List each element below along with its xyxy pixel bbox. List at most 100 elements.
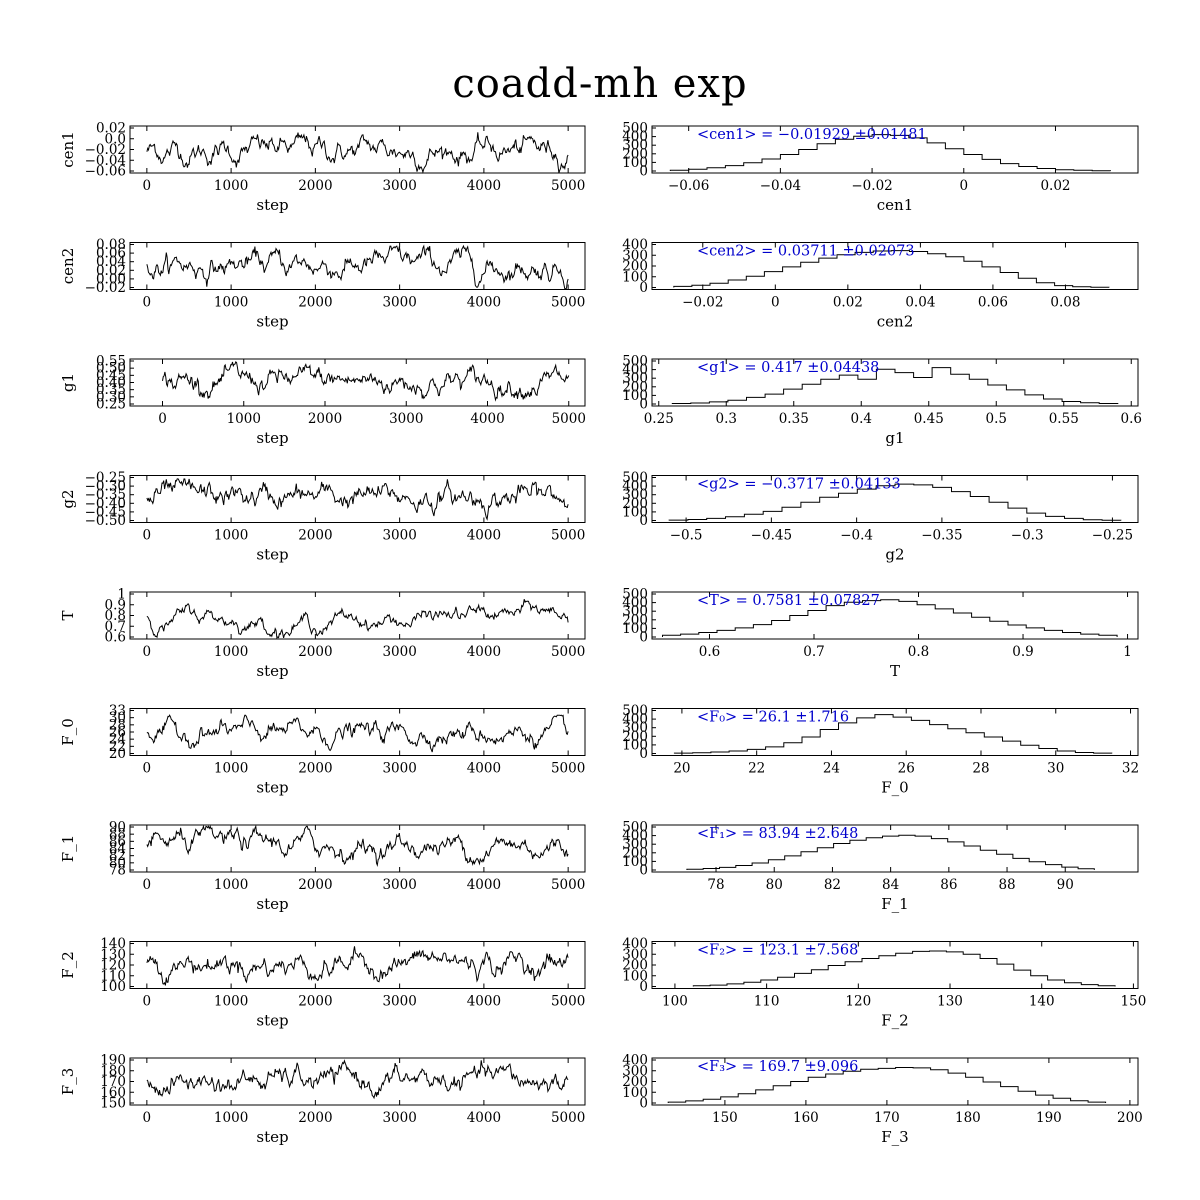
trace-line <box>146 244 569 290</box>
x-tick-label: 2000 <box>298 644 332 660</box>
y-tick-label: 200 <box>622 146 648 162</box>
x-axis-label: step <box>256 662 288 680</box>
y-tick-label: 300 <box>622 248 648 264</box>
x-tick-label: 78 <box>707 877 724 893</box>
x-tick-label: 0 <box>158 411 167 427</box>
panels: 0 1000 2000 3000 4000 50000.020.0−0.02−0.04−0… <box>59 121 1146 1147</box>
y-tick-label: −0.02 <box>85 280 126 296</box>
histogram-steps <box>667 1067 1107 1103</box>
x-tick-label: −0.25 <box>1092 528 1133 544</box>
y-tick-label: 400 <box>622 1053 648 1069</box>
x-tick-label: 1000 <box>214 761 248 777</box>
x-tick-label: 190 <box>1036 1110 1062 1126</box>
y-tick-label: 0.00 <box>96 271 126 287</box>
x-tick-label: 3000 <box>382 877 416 893</box>
mean-stat-label: <F₂> = 123.1 ±7.568 <box>697 943 858 959</box>
y-tick-label: 100 <box>622 388 648 404</box>
x-tick-label: 5000 <box>551 644 585 660</box>
x-tick-label: 5000 <box>551 761 585 777</box>
trace-line <box>146 946 569 986</box>
x-axis-label: step <box>256 779 288 797</box>
trace-panel-cen2: 0 1000 2000 3000 4000 5000 0.080.060.040.020.0… <box>59 237 586 331</box>
y-tick-label: 26 <box>109 725 126 741</box>
trace-panel-g1: 0 1000 2000 3000 4000 5000 0.550.500.450.400.3… <box>59 354 586 448</box>
y-tick-label: 100 <box>622 854 648 870</box>
x-tick-label: 0 <box>143 1110 152 1126</box>
x-tick-label: 2000 <box>298 295 332 311</box>
y-tick-label: 90 <box>109 820 126 836</box>
y-tick-label: 200 <box>622 845 648 861</box>
x-tick-label: −0.02 <box>851 178 892 194</box>
x-axis-label: step <box>256 313 288 331</box>
x-axis-label: step <box>256 429 288 447</box>
x-tick-label: 200 <box>1117 1110 1143 1126</box>
y-tick-label: 0 <box>639 513 648 529</box>
y-tick-label: 100 <box>622 737 648 753</box>
x-tick-label: 2000 <box>298 528 332 544</box>
x-tick-label: 160 <box>793 1110 819 1126</box>
trace-axes <box>129 242 586 290</box>
y-tick-label: 0 <box>639 863 648 879</box>
y-tick-label: 200 <box>622 729 648 745</box>
x-tick-label: 1000 <box>214 644 248 660</box>
x-tick-label: 3000 <box>382 528 416 544</box>
x-tick-label: 1000 <box>214 295 248 311</box>
y-tick-label: −0.35 <box>85 487 126 503</box>
y-tick-label: 0 <box>639 630 648 646</box>
trace-line <box>146 478 569 521</box>
trace-line <box>146 599 569 640</box>
y-tick-label: 190 <box>100 1053 126 1069</box>
x-axis-label: F_0 <box>881 779 908 797</box>
x-tick-label: −0.04 <box>760 178 801 194</box>
y-tick-label: 20 <box>109 746 126 762</box>
y-tick-label: 200 <box>622 496 648 512</box>
x-tick-label: 3000 <box>382 178 416 194</box>
x-tick-label: 2000 <box>298 178 332 194</box>
x-tick-label: −0.06 <box>668 178 709 194</box>
y-tick-label: 0.7 <box>105 619 126 635</box>
y-tick-label: 0.8 <box>105 608 126 624</box>
mean-stat-label: <g1> = 0.417 ±0.04438 <box>697 360 879 376</box>
x-tick-label: 4000 <box>467 295 501 311</box>
hist-panel-cen1: −0.06 −0.04 −0.02 0 0.025004003002001000<cen… <box>622 121 1139 214</box>
y-tick-label: 0.45 <box>96 368 126 384</box>
y-tick-label: 100 <box>622 968 648 984</box>
x-tick-label: 5000 <box>551 994 585 1010</box>
x-tick-label: 24 <box>823 761 840 777</box>
y-tick-label: 300 <box>622 947 648 963</box>
x-tick-label: 140 <box>1029 994 1055 1010</box>
x-tick-label: 32 <box>1122 761 1139 777</box>
histogram-steps <box>673 714 1113 754</box>
x-tick-label: 0 <box>771 295 780 311</box>
x-tick-label: 0.04 <box>905 295 935 311</box>
y-tick-label: 0.0 <box>105 131 126 147</box>
x-tick-label: 0 <box>143 295 152 311</box>
x-tick-label: 2000 <box>298 994 332 1010</box>
x-tick-label: 20 <box>673 761 690 777</box>
x-tick-label: 0.6 <box>699 644 720 660</box>
x-tick-label: 90 <box>1057 877 1074 893</box>
y-tick-label: 0.06 <box>96 246 126 262</box>
hist-panel-g1: 0.25 0.3 0.35 0.4 0.45 0.5 0.55 0.6 500400300200… <box>622 354 1142 448</box>
y-tick-label: 160 <box>100 1085 126 1101</box>
y-tick-label: 0 <box>639 280 648 296</box>
x-tick-label: 4000 <box>467 178 501 194</box>
x-axis-label: step <box>256 895 288 913</box>
y-axis-label: F_1 <box>59 835 77 862</box>
x-tick-label: 110 <box>754 994 780 1010</box>
hist-axes <box>651 708 1139 756</box>
x-tick-label: 4000 <box>467 994 501 1010</box>
x-tick-label: 2000 <box>298 877 332 893</box>
x-tick-label: 0.5 <box>986 411 1007 427</box>
x-tick-label: 0.45 <box>914 411 944 427</box>
x-tick-label: 2000 <box>298 1110 332 1126</box>
x-tick-label: −0.45 <box>751 528 792 544</box>
x-tick-label: 1000 <box>214 528 248 544</box>
y-tick-label: 100 <box>100 979 126 995</box>
y-tick-label: 0.35 <box>96 382 126 398</box>
x-tick-label: 88 <box>998 877 1015 893</box>
